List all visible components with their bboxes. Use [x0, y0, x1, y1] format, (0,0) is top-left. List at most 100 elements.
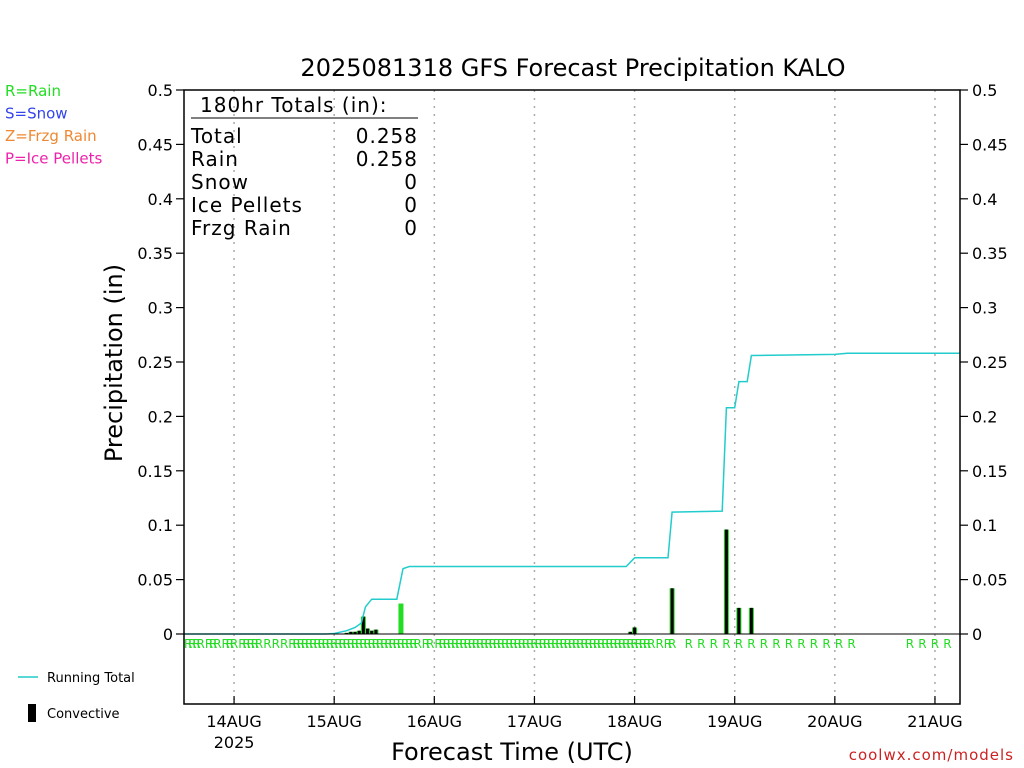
- type-marker-64: R: [489, 637, 497, 651]
- legend-type-1: S=Snow: [5, 105, 68, 123]
- type-marker-113: R: [772, 637, 780, 651]
- convective-bar-4: [361, 616, 365, 634]
- convective-bar-13: [737, 607, 741, 634]
- type-marker-73: R: [526, 637, 534, 651]
- type-marker-78: R: [547, 637, 555, 651]
- type-marker-86: R: [580, 637, 588, 651]
- totals-label-4: Frzg Rain: [191, 216, 292, 240]
- legend-type-0: R=Rain: [5, 82, 61, 100]
- type-marker-53: R: [443, 637, 451, 651]
- type-marker-34: R: [355, 637, 363, 651]
- type-marker-84: R: [572, 637, 580, 651]
- type-marker-20: R: [297, 637, 305, 651]
- y-tick-label-left-5: 0.25: [137, 353, 173, 372]
- y-tick-label-left-9: 0.45: [137, 135, 173, 154]
- y-tick-label-left-6: 0.3: [148, 299, 173, 318]
- totals-header: 180hr Totals (in):: [200, 93, 388, 117]
- totals-label-2: Snow: [191, 170, 249, 194]
- convective-bar-1: [349, 631, 353, 634]
- type-marker-68: R: [505, 637, 513, 651]
- type-marker-37: R: [368, 637, 376, 651]
- type-marker-115: R: [797, 637, 805, 651]
- convective-bar-0: [345, 632, 349, 634]
- type-marker-30: R: [338, 637, 346, 651]
- type-marker-23: R: [309, 637, 317, 651]
- type-marker-122: R: [931, 637, 939, 651]
- type-marker-43: R: [393, 637, 401, 651]
- y-tick-label-right-0: 0: [972, 625, 982, 644]
- type-marker-93: R: [610, 637, 618, 651]
- type-marker-0: R: [184, 637, 192, 651]
- type-marker-19: R: [292, 637, 300, 651]
- type-marker-120: R: [906, 637, 914, 651]
- x-tick-label-0: 14AUG: [206, 712, 261, 731]
- totals-value-1: 0.258: [356, 147, 418, 171]
- type-marker-66: R: [497, 637, 505, 651]
- totals-label-3: Ice Pellets: [191, 193, 303, 217]
- x-tick-label-7: 21AUG: [907, 712, 962, 731]
- x-axis: 14AUG 15AUG 16AUG 17AUG 18AUG 19AUG 20AUG 21AUG…: [206, 696, 963, 752]
- type-marker-55: R: [451, 637, 459, 651]
- y-tick-label-right-9: 0.45: [972, 135, 1008, 154]
- type-marker-72: R: [522, 637, 530, 651]
- y-tick-label-left-7: 0.35: [137, 244, 173, 263]
- type-marker-50: R: [426, 637, 434, 651]
- series-legend: Running Total Convective: [18, 671, 135, 722]
- type-marker-63: R: [484, 637, 492, 651]
- type-marker-47: R: [409, 637, 417, 651]
- type-marker-77: R: [543, 637, 551, 651]
- running-total-line: [184, 352, 960, 635]
- type-marker-103: R: [655, 637, 663, 651]
- credit-link[interactable]: coolwx.com/models: [849, 746, 1014, 764]
- legend-type-3: P=Ice Pellets: [5, 150, 102, 168]
- type-marker-109: R: [722, 637, 730, 651]
- y-tick-label-left-10: 0.5: [148, 81, 173, 100]
- convective-bar-10: [633, 627, 637, 634]
- x-tick-label-4: 18AUG: [607, 712, 662, 731]
- totals-value-0: 0.258: [356, 124, 418, 148]
- type-marker-111: R: [747, 637, 755, 651]
- precip-bars: [344, 529, 754, 634]
- convective-bar-6: [370, 630, 374, 634]
- y-axis-left: 0 0.05 0.1 0.15 0.2 0.25 0.3 0.35 0.4 0.45 0.5: [137, 81, 184, 644]
- type-marker-76: R: [539, 637, 547, 651]
- y-tick-label-right-5: 0.25: [972, 353, 1008, 372]
- type-marker-58: R: [464, 637, 472, 651]
- y-tick-label-right-10: 0.5: [972, 81, 997, 100]
- type-marker-29: R: [334, 637, 342, 651]
- y-tick-label-right-8: 0.4: [972, 190, 997, 209]
- type-marker-108: R: [710, 637, 718, 651]
- type-marker-81: R: [559, 637, 567, 651]
- type-marker-104: R: [664, 637, 672, 651]
- totals-label-1: Rain: [191, 147, 239, 171]
- y-tick-label-right-7: 0.35: [972, 244, 1008, 263]
- type-marker-4: R: [205, 637, 213, 651]
- x-tick-label-1: 15AUG: [306, 712, 361, 731]
- type-marker-118: R: [835, 637, 843, 651]
- type-marker-13: R: [251, 637, 259, 651]
- type-marker-85: R: [576, 637, 584, 651]
- type-marker-17: R: [280, 637, 288, 651]
- type-marker-95: R: [618, 637, 626, 651]
- type-marker-96: R: [622, 637, 630, 651]
- type-marker-83: R: [568, 637, 576, 651]
- type-marker-56: R: [455, 637, 463, 651]
- x-tick-label-3: 17AUG: [507, 712, 562, 731]
- type-marker-15: R: [263, 637, 271, 651]
- y-tick-label-left-8: 0.4: [148, 190, 173, 209]
- type-marker-44: R: [397, 637, 405, 651]
- type-marker-16: R: [272, 637, 280, 651]
- type-marker-82: R: [564, 637, 572, 651]
- type-marker-112: R: [760, 637, 768, 651]
- convective-bar-7: [374, 629, 378, 634]
- type-marker-18: R: [288, 637, 296, 651]
- type-marker-61: R: [476, 637, 484, 651]
- type-marker-36: R: [363, 637, 371, 651]
- totals-value-4: 0: [404, 216, 418, 240]
- type-marker-57: R: [459, 637, 467, 651]
- type-marker-87: R: [585, 637, 593, 651]
- y-axis-right: 0 0.05 0.1 0.15 0.2 0.25 0.3 0.35 0.4 0.45 0.5: [960, 81, 1008, 644]
- convective-legend-swatch: [28, 704, 36, 722]
- convective-legend-label: Convective: [47, 707, 120, 722]
